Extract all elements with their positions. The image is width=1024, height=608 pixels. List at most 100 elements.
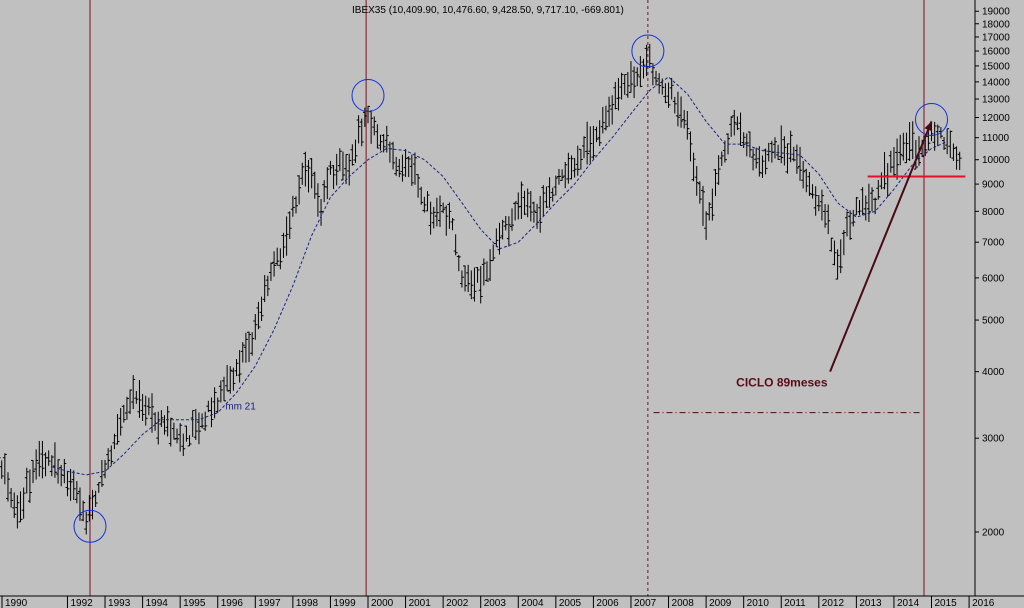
ohlc-bar-226 xyxy=(697,181,702,204)
ohlc-bar-96 xyxy=(290,195,295,217)
ohlc-bar-275 xyxy=(851,209,856,227)
x-tick-label-9: 2000 xyxy=(371,598,394,608)
ohlc-bar-158 xyxy=(484,261,489,282)
ohlc-bar-113 xyxy=(344,154,349,185)
x-tick-label-8: 1999 xyxy=(333,598,356,608)
ohlc-bar-34 xyxy=(96,482,101,493)
ohlc-bar-115 xyxy=(350,144,355,166)
ohlc-bar-19 xyxy=(49,455,54,477)
ohlc-bar-139 xyxy=(425,191,430,212)
ohlc-bar-123 xyxy=(375,124,380,149)
ohlc-bar-30 xyxy=(84,511,89,535)
ohlc-bar-188 xyxy=(578,148,583,170)
ohlc-bar-261 xyxy=(807,172,812,196)
ohlc-bar-124 xyxy=(378,134,383,151)
x-tick-label-23: 2014 xyxy=(897,598,920,608)
ohlc-bar-46 xyxy=(134,390,139,404)
cycle-lines-layer xyxy=(89,0,925,596)
ohlc-bar-197 xyxy=(607,96,612,127)
ohlc-bar-13 xyxy=(31,459,36,484)
ohlc-bar-307 xyxy=(951,143,956,161)
ohlc-bar-255 xyxy=(788,130,793,163)
ohlc-bar-70 xyxy=(209,397,214,428)
ohlc-bar-231 xyxy=(713,168,718,197)
ohlc-bar-167 xyxy=(513,201,518,221)
ohlc-bar-165 xyxy=(506,216,511,247)
ohlc-bar-51 xyxy=(149,393,154,433)
ohlc-bar-26 xyxy=(71,470,76,500)
trend-arrow-head xyxy=(924,121,932,132)
x-tick-label-17: 2008 xyxy=(672,598,695,608)
ohlc-bar-53 xyxy=(156,411,161,445)
ohlc-bar-32 xyxy=(90,489,95,520)
y-tick-label-15: 17000 xyxy=(982,32,1010,43)
ohlc-bar-301 xyxy=(932,121,937,151)
x-tick-label-12: 2003 xyxy=(484,598,507,608)
ohlc-bar-190 xyxy=(585,121,590,165)
ohlc-bar-160 xyxy=(491,244,496,262)
ohlc-bar-85 xyxy=(256,301,261,330)
ohlc-bar-238 xyxy=(735,116,740,131)
moving-average-layer xyxy=(52,76,947,476)
ohlc-bar-42 xyxy=(121,404,126,423)
ohlc-bar-23 xyxy=(62,458,67,484)
ohlc-bar-227 xyxy=(700,185,705,226)
ohlc-bar-259 xyxy=(801,161,806,189)
ohlc-bar-163 xyxy=(500,219,505,240)
ohlc-bar-49 xyxy=(143,395,148,426)
x-tick-label-10: 2001 xyxy=(409,598,432,608)
ohlc-bar-294 xyxy=(910,121,915,160)
ohlc-bar-166 xyxy=(510,208,515,231)
ohlc-bar-271 xyxy=(838,239,843,274)
ohlc-bar-154 xyxy=(472,267,477,302)
ohlc-bar-54 xyxy=(159,410,164,427)
ohlc-bar-133 xyxy=(406,156,411,178)
ohlc-bar-130 xyxy=(397,158,402,178)
ohlc-bar-37 xyxy=(106,448,111,470)
ohlc-bar-277 xyxy=(857,200,862,216)
ohlc-bar-257 xyxy=(794,144,799,174)
x-tick-label-6: 1997 xyxy=(258,598,281,608)
ohlc-bar-135 xyxy=(412,152,417,185)
ohlc-bar-117 xyxy=(356,115,361,144)
ohlc-bar-203 xyxy=(625,71,630,98)
ohlc-bar-282 xyxy=(873,197,878,215)
ohlc-bar-209 xyxy=(644,44,649,77)
highlight-circle-2 xyxy=(631,34,665,68)
ohlc-bar-86 xyxy=(259,296,264,321)
ohlc-bar-302 xyxy=(935,124,940,147)
ohlc-bar-230 xyxy=(710,188,715,221)
ohlc-bar-264 xyxy=(816,194,821,212)
ohlc-bar-109 xyxy=(331,165,336,190)
ohlc-bar-202 xyxy=(622,73,627,95)
ohlc-bar-126 xyxy=(384,125,389,153)
moving-average-label: mm 21 xyxy=(225,401,256,412)
ohlc-bar-79 xyxy=(237,350,242,383)
ohlc-bar-75 xyxy=(225,365,230,392)
ohlc-bar-65 xyxy=(193,408,198,440)
ohlc-bar-5 xyxy=(5,472,10,502)
ohlc-bar-56 xyxy=(165,406,170,437)
ohlc-bar-208 xyxy=(641,58,646,79)
ohlc-bar-220 xyxy=(679,96,684,128)
ohlc-bar-92 xyxy=(278,248,283,270)
ohlc-bar-93 xyxy=(281,232,286,258)
ohlc-bar-6 xyxy=(9,488,14,508)
ohlc-bar-50 xyxy=(146,397,151,416)
ohlc-bar-265 xyxy=(819,189,824,221)
ohlc-bar-181 xyxy=(556,168,561,185)
ohlc-bar-2 xyxy=(0,457,1,459)
ohlc-bar-41 xyxy=(118,408,123,436)
ohlc-bar-67 xyxy=(200,413,205,429)
ohlc-bar-309 xyxy=(957,151,962,170)
ohlc-bar-74 xyxy=(221,376,226,402)
ohlc-bar-176 xyxy=(541,185,546,217)
ohlc-bar-308 xyxy=(954,146,959,170)
ohlc-bar-59 xyxy=(175,428,180,444)
highlight-circle-1 xyxy=(351,78,385,112)
ohlc-bar-28 xyxy=(77,487,82,521)
ohlc-bar-253 xyxy=(782,136,787,166)
ohlc-bar-290 xyxy=(898,134,903,166)
ohlc-bar-191 xyxy=(588,126,593,163)
ohlc-bar-15 xyxy=(37,440,42,477)
